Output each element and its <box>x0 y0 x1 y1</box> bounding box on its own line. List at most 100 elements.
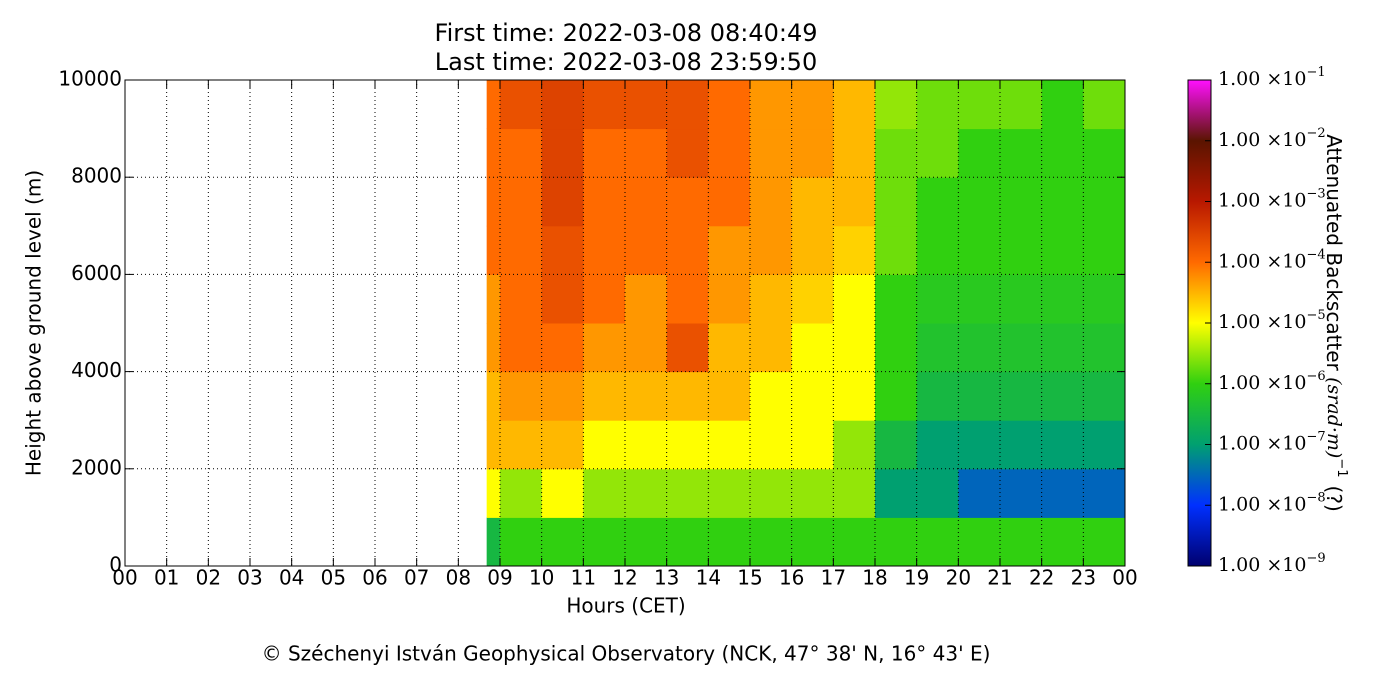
x-tick-label: 01 <box>154 566 179 590</box>
colorbar-tick-label: 1.00 ×10−6 <box>1218 368 1326 394</box>
heatmap-cell <box>833 177 876 227</box>
heatmap-cell <box>625 468 668 518</box>
y-axis-label: Height above ground level (m) <box>22 170 46 476</box>
heatmap-cell <box>708 517 751 567</box>
heatmap-cell <box>583 420 626 470</box>
colorbar-tick-exponent: −2 <box>1306 125 1325 140</box>
heatmap-cell <box>500 177 543 227</box>
heatmap-cell <box>1083 420 1126 470</box>
heatmap-cell <box>1083 468 1126 518</box>
heatmap-cell <box>1041 323 1084 373</box>
heatmap-cell <box>1000 517 1043 567</box>
heatmap-cell <box>791 80 834 130</box>
heatmap-cell <box>1000 420 1043 470</box>
heatmap-cell <box>1000 225 1043 275</box>
heatmap-cell <box>833 225 876 275</box>
y-tick-label: 4000 <box>71 358 122 382</box>
heatmap-cell <box>1000 371 1043 421</box>
colorbar-unit: (srad·m) <box>1323 377 1345 458</box>
heatmap-cell <box>583 274 626 324</box>
x-tick-label: 04 <box>279 566 304 590</box>
heatmap-cell <box>875 468 918 518</box>
heatmap-cell <box>875 323 918 373</box>
heatmap-cell <box>750 468 793 518</box>
x-tick-label: 16 <box>779 566 804 590</box>
heatmap-cell <box>1041 274 1084 324</box>
x-tick-label: 15 <box>737 566 762 590</box>
x-tick-label: 00 <box>112 566 137 590</box>
colorbar-tick-label: 1.00 ×10−7 <box>1218 429 1326 455</box>
heatmap-cell <box>833 420 876 470</box>
heatmap-cell <box>666 177 709 227</box>
chart-title: First time: 2022-03-08 08:40:49 <box>435 19 818 47</box>
heatmap-cell <box>1000 323 1043 373</box>
heatmap-cell <box>541 128 584 178</box>
colorbar-tick-mantissa: 1.00 ×10 <box>1218 190 1306 212</box>
colorbar-tick-exponent: −9 <box>1306 551 1325 566</box>
heatmap-cell <box>541 225 584 275</box>
x-tick-label: 23 <box>1071 566 1096 590</box>
heatmap-cell <box>708 128 751 178</box>
heatmap-cell <box>1083 80 1126 130</box>
heatmap-cell <box>486 80 501 130</box>
heatmap-cell <box>791 128 834 178</box>
heatmap-cell <box>541 274 584 324</box>
heatmap-cell <box>486 371 501 421</box>
heatmap-cell <box>750 420 793 470</box>
x-tick-label: 12 <box>612 566 637 590</box>
heatmap-cell <box>958 128 1001 178</box>
heatmap-cell <box>791 420 834 470</box>
heatmap-cell <box>1000 274 1043 324</box>
colorbar-tick-mantissa: 1.00 ×10 <box>1218 554 1306 576</box>
heatmap-cell <box>791 323 834 373</box>
heatmap-cell <box>791 371 834 421</box>
heatmap-cell <box>583 225 626 275</box>
x-tick-label: 19 <box>904 566 929 590</box>
heatmap-cell <box>625 128 668 178</box>
heatmap-cell <box>583 517 626 567</box>
heatmap-cell <box>708 177 751 227</box>
heatmap-cell <box>708 468 751 518</box>
heatmap-cell <box>1083 128 1126 178</box>
heatmap-cell <box>1083 371 1126 421</box>
heatmap-cell <box>1083 323 1126 373</box>
heatmap-cell <box>1000 80 1043 130</box>
colorbar-label-text: Attenuated Backscatter <box>1323 134 1347 371</box>
chart-subtitle: Last time: 2022-03-08 23:59:50 <box>435 48 817 76</box>
heatmap-cell <box>916 371 959 421</box>
colorbar-tick-label: 1.00 ×10−5 <box>1218 308 1326 334</box>
colorbar-tick-mantissa: 1.00 ×10 <box>1218 311 1306 333</box>
heatmap-cell <box>958 80 1001 130</box>
heatmap-cell <box>486 274 501 324</box>
heatmap-cell <box>833 80 876 130</box>
colorbar-tick-mantissa: 1.00 ×10 <box>1218 129 1306 151</box>
heatmap-cell <box>1083 177 1126 227</box>
heatmap-cell <box>625 517 668 567</box>
heatmap-cell <box>625 371 668 421</box>
heatmap-cell <box>1041 517 1084 567</box>
x-tick-label: 09 <box>487 566 512 590</box>
heatmap-cell <box>625 274 668 324</box>
heatmap-cell <box>486 323 501 373</box>
colorbar-tick-exponent: −4 <box>1306 247 1325 262</box>
heatmap-cell <box>875 128 918 178</box>
heatmap-cell <box>1083 517 1126 567</box>
x-tick-label: 17 <box>821 566 846 590</box>
heatmap-cell <box>625 323 668 373</box>
heatmap-cell <box>916 225 959 275</box>
heatmap-cell <box>916 80 959 130</box>
colorbar-suffix: (?) <box>1323 486 1347 512</box>
x-axis-label: Hours (CET) <box>566 594 685 618</box>
heatmap-cell <box>583 177 626 227</box>
plot-frame <box>124 79 1126 567</box>
colorbar-tick-label: 1.00 ×10−8 <box>1218 490 1326 516</box>
heatmap-cell <box>666 80 709 130</box>
heatmap-cell <box>958 177 1001 227</box>
heatmap-cell <box>875 274 918 324</box>
colorbar-tick-exponent: −7 <box>1306 429 1325 444</box>
colorbar-tick-mantissa: 1.00 ×10 <box>1218 493 1306 515</box>
heatmap-cell <box>916 128 959 178</box>
heatmap-cell <box>486 128 501 178</box>
heatmap-cell <box>833 371 876 421</box>
heatmap-cell <box>666 371 709 421</box>
